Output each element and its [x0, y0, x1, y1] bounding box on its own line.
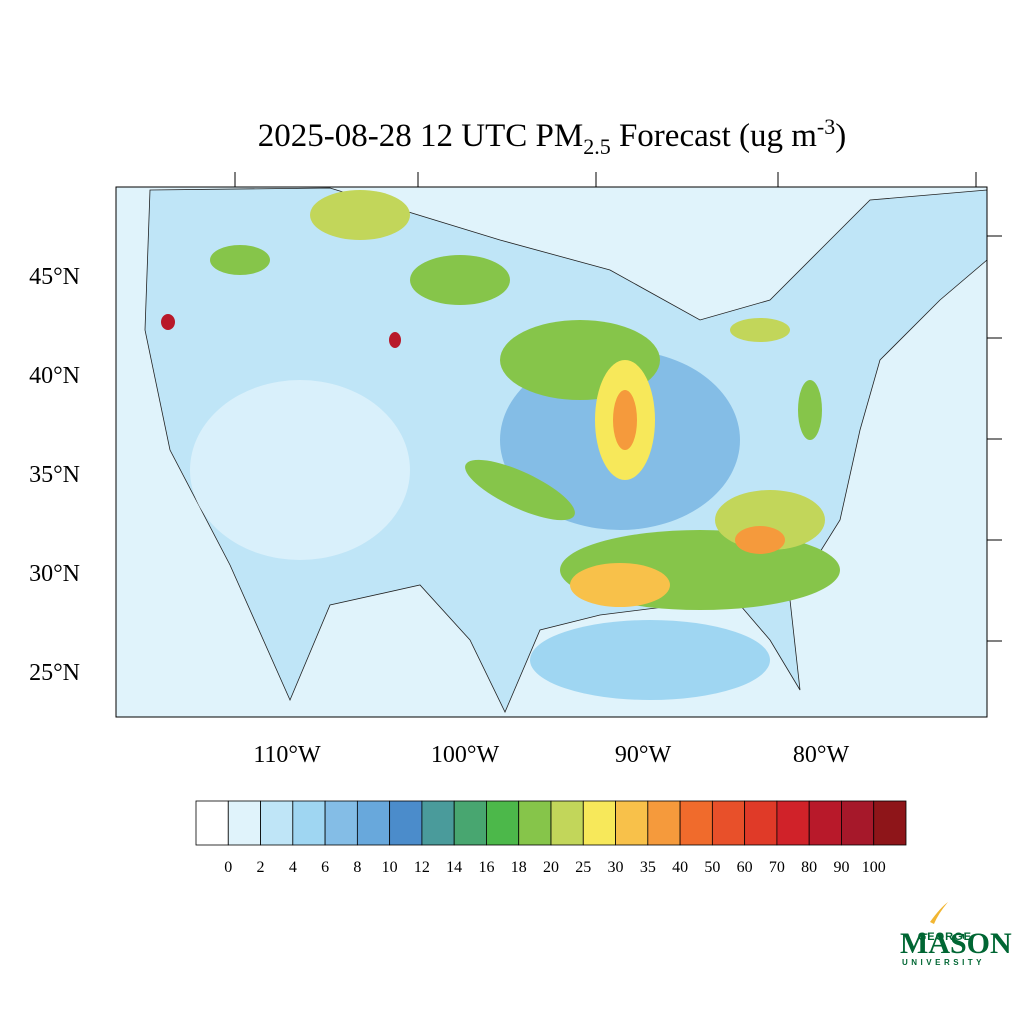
lat-label: 45°N — [29, 264, 80, 290]
field — [389, 332, 401, 348]
field — [730, 318, 790, 342]
field — [798, 380, 822, 440]
colorbar-box — [421, 800, 455, 846]
colorbar-label: 10 — [382, 859, 398, 876]
logo-top: GEORGE — [918, 931, 972, 943]
field — [161, 314, 175, 330]
colorbar-box — [260, 800, 294, 846]
colorbar-label: 100 — [862, 859, 886, 876]
map-frame — [115, 186, 988, 718]
colorbar-box — [518, 800, 552, 846]
colorbar-label: 35 — [640, 859, 656, 876]
colorbar-box — [227, 800, 261, 846]
lat-label: 35°N — [29, 462, 80, 488]
colorbar-box — [841, 800, 875, 846]
lat-label: 25°N — [29, 660, 80, 686]
map-field — [116, 187, 987, 717]
field — [735, 526, 785, 554]
colorbar-box — [679, 800, 713, 846]
title: 2025-08-28 12 UTC PM2.5 Forecast (ug m-3… — [258, 114, 846, 159]
colorbar-label: 50 — [704, 859, 720, 876]
field — [613, 390, 637, 450]
frame-ticks — [234, 172, 1002, 642]
colorbar-box — [550, 800, 584, 846]
colorbar-box — [453, 800, 487, 846]
field — [570, 563, 670, 607]
title-sub: 2.5 — [583, 134, 611, 159]
colorbar-label: 25 — [575, 859, 591, 876]
colorbar-box — [356, 800, 391, 846]
colorbar-label: 12 — [414, 859, 430, 876]
title-main: 2025-08-28 12 UTC PM — [258, 118, 583, 154]
lat-label: 40°N — [29, 363, 80, 389]
colorbar-label: 6 — [321, 859, 329, 876]
colorbar-label: 2 — [257, 859, 265, 876]
colorbar-label: 4 — [289, 859, 297, 876]
field — [410, 255, 510, 305]
colorbar-label: 30 — [608, 859, 624, 876]
colorbar-label: 60 — [737, 859, 753, 876]
colorbar-box — [711, 800, 746, 846]
colorbar-box — [582, 800, 616, 846]
colorbar-box — [873, 800, 907, 846]
lon-label: 100°W — [431, 742, 500, 768]
colorbar-box — [744, 800, 778, 846]
colorbar-label: 70 — [769, 859, 785, 876]
colorbar-box — [615, 800, 649, 846]
colorbar-label: 90 — [833, 859, 849, 876]
colorbar-box — [292, 800, 326, 846]
field — [310, 190, 410, 240]
lat-label: 30°N — [29, 561, 80, 587]
colorbar-label: 0 — [224, 859, 232, 876]
gulf-field — [530, 620, 770, 700]
colorbar-label: 18 — [511, 859, 527, 876]
lon-label: 90°W — [615, 742, 672, 768]
title-rest: Forecast (ug m — [611, 118, 818, 154]
logo-bottom: UNIVERSITY — [902, 958, 985, 967]
colorbar-box — [324, 800, 358, 846]
field — [190, 380, 410, 560]
colorbar-box — [195, 800, 229, 846]
title-end: ) — [835, 118, 846, 154]
colorbar-label: 20 — [543, 859, 559, 876]
logo-main: MASON — [900, 927, 1012, 960]
colorbar-label: 40 — [672, 859, 688, 876]
lon-label: 80°W — [793, 742, 850, 768]
colorbar-label: 8 — [353, 859, 361, 876]
colorbar-box — [647, 800, 681, 846]
colorbar-box — [776, 800, 810, 846]
lon-label: 110°W — [253, 742, 321, 768]
field — [210, 245, 270, 275]
colorbar-box — [808, 800, 842, 846]
logo: GEORGE MASON UNIVERSITY — [900, 902, 1012, 967]
field — [465, 459, 575, 521]
title-sup: -3 — [817, 114, 835, 139]
colorbar-box — [389, 800, 423, 846]
colorbar-label: 80 — [801, 859, 817, 876]
colorbar-label: 14 — [446, 859, 462, 876]
colorbar-box — [486, 800, 520, 846]
colorbar-label: 16 — [478, 859, 494, 876]
